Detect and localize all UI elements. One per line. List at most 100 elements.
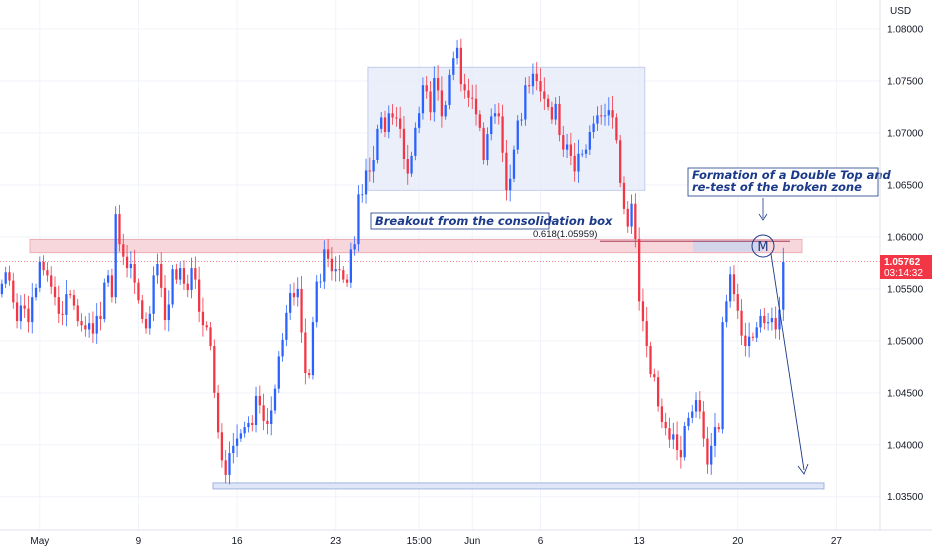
candle-body <box>562 135 565 150</box>
candle-body <box>99 315 102 320</box>
candle-body <box>258 395 261 406</box>
candle-body <box>619 140 622 183</box>
candle-body <box>239 433 242 439</box>
candle-body <box>766 322 770 324</box>
candle-body <box>262 405 265 421</box>
candle-body <box>228 453 231 475</box>
candle-body <box>630 203 633 227</box>
candle-body <box>611 110 614 118</box>
candle-body <box>8 272 11 281</box>
candle-body <box>338 269 341 271</box>
time-tick-label: 23 <box>330 536 342 547</box>
candle-body <box>103 282 106 320</box>
double-top-pattern-letter: M <box>757 240 768 255</box>
candle-body <box>588 131 591 150</box>
candle-body <box>501 116 504 153</box>
price-tick-label: 1.08000 <box>887 25 924 36</box>
candle-body <box>691 411 694 418</box>
candle-body <box>455 47 459 59</box>
candle-body <box>254 395 258 426</box>
candle-body <box>675 434 679 450</box>
candle-body <box>122 244 125 257</box>
price-tick-label: 1.07000 <box>887 129 924 140</box>
candle-body <box>292 293 296 298</box>
candle-body <box>406 159 409 174</box>
candle-body <box>84 325 87 330</box>
candle-body <box>326 249 330 259</box>
candle-body <box>505 152 508 191</box>
candle-body <box>660 406 664 422</box>
candle-body <box>729 274 732 302</box>
candle-body <box>467 90 470 98</box>
candle-body <box>664 421 667 429</box>
candle-body <box>372 160 375 172</box>
candle-body <box>706 438 709 465</box>
candle-body <box>509 178 512 191</box>
time-tick-label: Jun <box>464 536 480 547</box>
candle-body <box>429 91 432 113</box>
candle-body <box>106 275 110 283</box>
candle-body <box>565 144 569 150</box>
candle-body <box>600 115 603 117</box>
candle-body <box>137 282 140 301</box>
price-tick-label: 1.06500 <box>887 180 924 191</box>
candle-body <box>289 293 292 313</box>
candle-body <box>569 144 572 156</box>
candle-body <box>414 127 417 156</box>
candle-body <box>653 374 656 378</box>
candle-body <box>376 128 379 161</box>
candle-body <box>710 445 713 465</box>
candle-body <box>304 332 307 374</box>
candle-body <box>133 263 136 283</box>
candle-body <box>543 91 546 99</box>
projection-arrow-shaft <box>770 253 805 471</box>
price-axis[interactable]: 1.08000 1.07500 1.07000 1.06500 1.06000 1.055… <box>887 25 924 504</box>
candle-body <box>683 426 686 458</box>
candle-body <box>782 261 785 310</box>
candle-body <box>774 318 777 330</box>
candle-body <box>524 85 527 120</box>
time-tick-label: 9 <box>136 536 142 547</box>
candle-body <box>114 214 117 298</box>
breakout-label-box <box>370 212 550 230</box>
candle-body <box>380 117 383 129</box>
candle-body <box>736 294 739 311</box>
time-axis[interactable]: May 9 16 23 15:00 Jun 6 13 20 27 <box>30 536 842 547</box>
candle-body <box>770 318 774 323</box>
candle-body <box>368 170 371 172</box>
candle-body <box>649 346 652 375</box>
candle-body <box>603 115 607 117</box>
candle-body <box>425 85 428 92</box>
price-tick-label: 1.07500 <box>887 77 924 88</box>
candle-body <box>399 118 402 129</box>
candle-body <box>186 283 189 290</box>
candle-body <box>76 305 79 322</box>
candle-body <box>748 336 751 347</box>
analysis-zones <box>0 66 880 490</box>
candle-body <box>395 117 398 119</box>
candle-body <box>144 319 148 329</box>
candle-body <box>285 312 288 340</box>
candle-body <box>645 321 648 347</box>
candle-body <box>194 268 197 280</box>
candle-body <box>528 85 531 87</box>
double-top-label-line2: re-test of the broken zone <box>692 180 862 194</box>
candle-body <box>296 288 299 298</box>
candle-body <box>224 460 227 475</box>
candle-body <box>436 77 440 91</box>
candle-body <box>744 335 747 347</box>
candle-body <box>592 123 595 132</box>
candle-body <box>247 422 250 428</box>
candle-body <box>345 279 349 283</box>
candle-body <box>656 377 660 407</box>
candle-body <box>277 356 280 389</box>
double-top-circle <box>751 234 775 258</box>
candle-body <box>334 269 337 272</box>
candle-body <box>53 286 57 298</box>
candle-body <box>581 153 584 155</box>
price-tick-label: 1.03500 <box>887 492 924 503</box>
candle-body <box>732 274 736 295</box>
candle-body <box>713 427 717 446</box>
candle-body <box>641 301 645 322</box>
